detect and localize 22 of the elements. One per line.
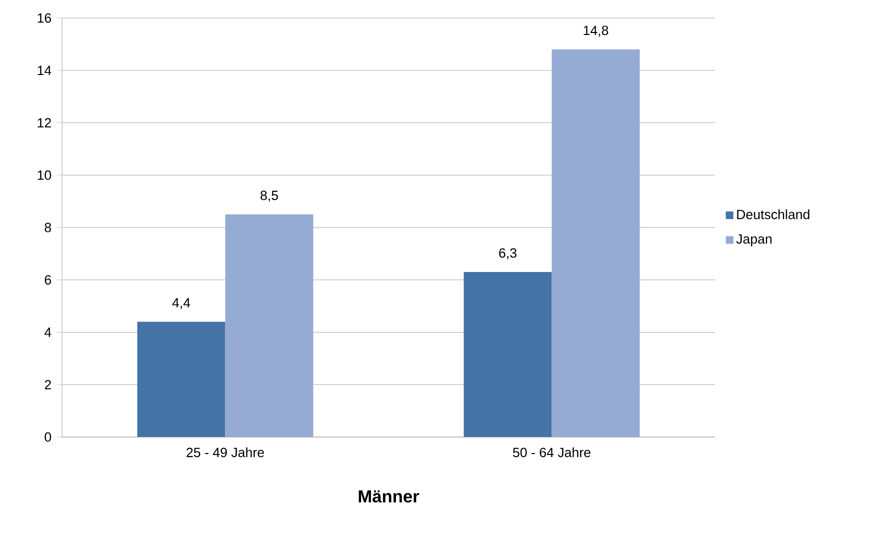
y-tick-label: 10: [38, 170, 52, 180]
y-tick-label: 6: [44, 275, 52, 285]
y-tick-label: 0: [44, 432, 52, 442]
bar: [552, 49, 640, 437]
y-tick-label: 4: [44, 328, 52, 337]
x-axis-title: Männer: [358, 490, 420, 503]
bar: [137, 322, 226, 437]
y-tick-label: 8: [44, 222, 52, 232]
data-label: 8,5: [260, 190, 278, 202]
bar: [464, 272, 552, 437]
bar: [225, 214, 314, 437]
data-label: 6,3: [499, 248, 516, 260]
legend-label: Japan: [736, 234, 772, 246]
data-label: 4,4: [172, 298, 190, 310]
legend-label: Deutschland: [737, 209, 810, 220]
x-tick-label: 25 - 49 Jahre: [186, 447, 264, 458]
y-tick-label: 14: [38, 66, 52, 75]
data-label: 14,8: [584, 26, 608, 37]
x-tick-label: 50 - 64 Jahre: [513, 447, 590, 458]
y-tick-label: 2: [44, 380, 51, 390]
y-tick-label: 16: [38, 13, 52, 23]
y-tick-label: 12: [38, 118, 51, 128]
